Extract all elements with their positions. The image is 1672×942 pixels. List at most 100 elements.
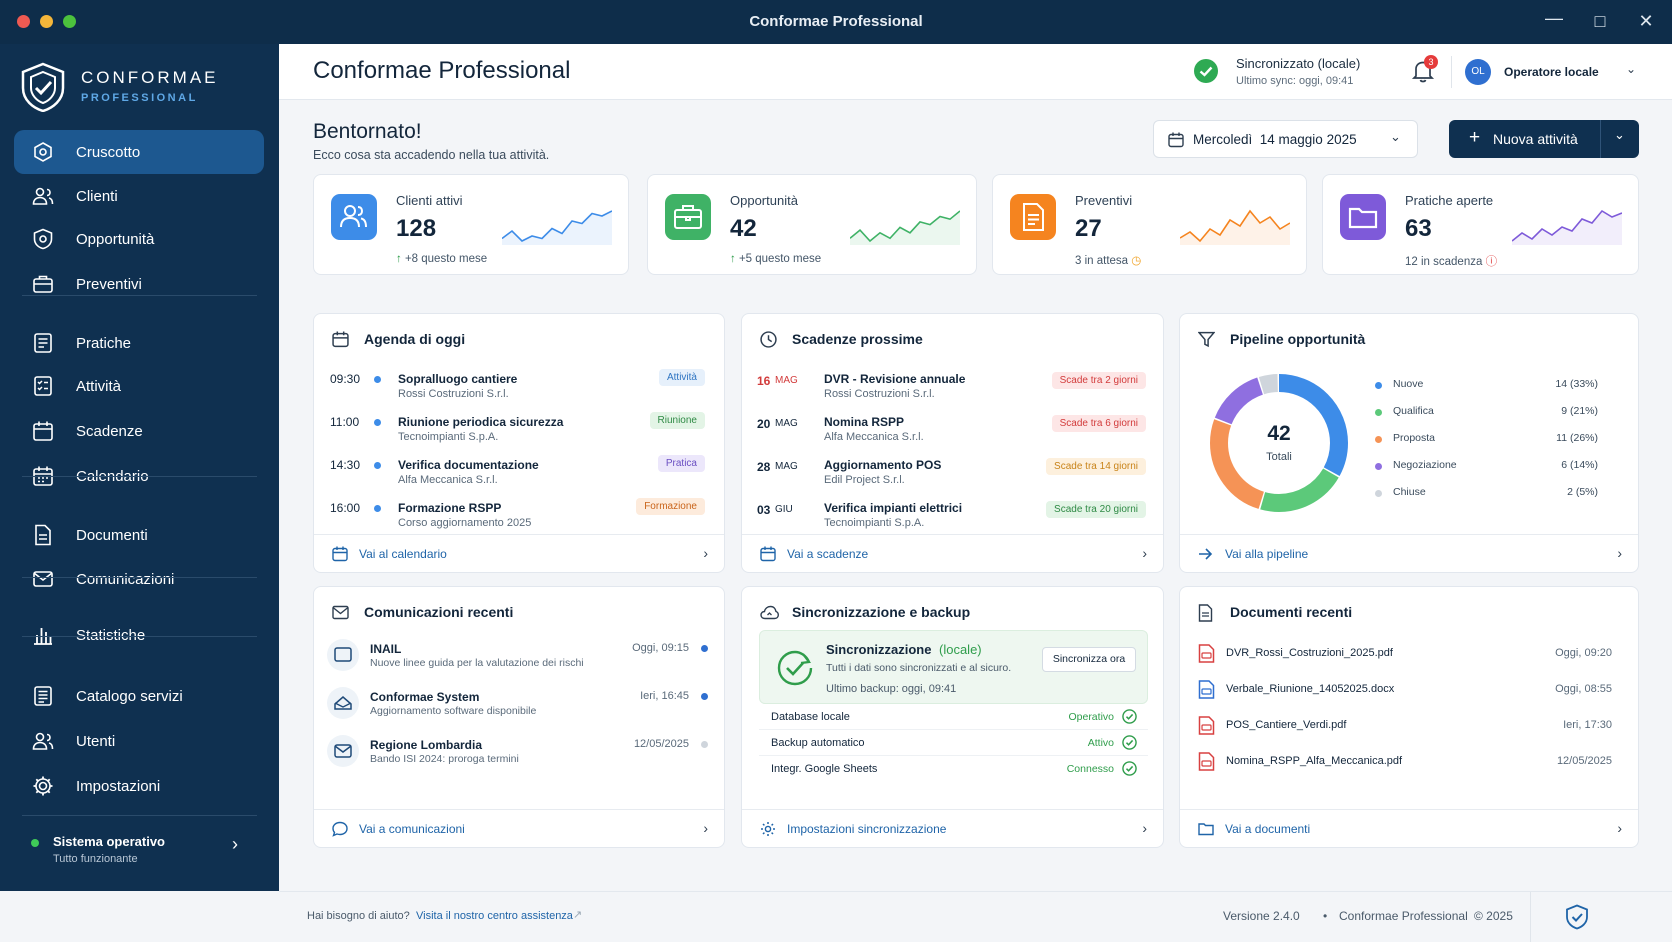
agenda-item[interactable]: 11:00 Riunione periodica sicurezza Tecno… — [314, 412, 724, 452]
sync-status-box: Sincronizzazione (locale) Tutti i dati s… — [759, 630, 1148, 704]
stat-card-3[interactable]: Pratiche aperte 63 12 in scadenza ⓘ — [1322, 174, 1639, 275]
notifications-button[interactable]: 3 — [1411, 55, 1438, 84]
agenda-link[interactable]: Vai al calendario — [359, 547, 447, 561]
communication-time: Ieri, 16:45 — [640, 690, 689, 702]
documents-link[interactable]: Vai a documenti — [1225, 822, 1311, 836]
stat-card-0[interactable]: Clienti attivi 128 ↑ +8 questo mese — [313, 174, 629, 275]
sidebar-item-utenti[interactable]: Utenti — [14, 719, 264, 763]
pipeline-link[interactable]: Vai alla pipeline — [1225, 547, 1309, 561]
sync-row-status: Operativo — [1068, 711, 1114, 723]
sidebar-item-attivit-[interactable]: Attività — [14, 364, 264, 408]
stat-card-1[interactable]: Opportunità 42 ↑ +5 questo mese — [647, 174, 977, 275]
users-icon — [340, 205, 367, 228]
sidebar-item-documenti[interactable]: Documenti — [14, 513, 264, 557]
deadlines-footer-link[interactable]: Vai a scadenze › — [742, 534, 1163, 572]
sync-footer-link[interactable]: Impostazioni sincronizzazione › — [742, 809, 1163, 847]
maximize-traffic-light[interactable] — [63, 15, 76, 28]
system-status[interactable]: Sistema operativo Tutto funzionante › — [14, 824, 264, 874]
sync-link[interactable]: Impostazioni sincronizzazione — [787, 822, 947, 836]
close-icon[interactable]: ✕ — [1638, 11, 1654, 31]
agenda-item[interactable]: 09:30 Sopralluogo cantiere Rossi Costruz… — [314, 369, 724, 409]
docx-file-icon — [1198, 680, 1215, 699]
stat-card-2[interactable]: Preventivi 27 3 in attesa ◷ — [992, 174, 1307, 275]
agenda-tag: Attività — [658, 369, 705, 386]
date-picker[interactable]: Mercoledì 14 maggio 2025 ⌄ — [1153, 120, 1418, 158]
document-icon — [1198, 604, 1213, 622]
sidebar-item-opportunit-[interactable]: Opportunità — [14, 217, 264, 261]
documents-title: Documenti recenti — [1230, 604, 1353, 620]
agenda-item[interactable]: 14:30 Verifica documentazione Alfa Mecca… — [314, 455, 724, 495]
chevron-right-icon[interactable]: › — [703, 820, 708, 836]
chevron-down-icon: ⌄ — [1390, 129, 1401, 144]
communication-sub: Nuove linee guida per la valutazione dei… — [370, 657, 584, 669]
window-titlebar: Conformae Professional — □ ✕ — [0, 0, 1672, 44]
deadlines-link[interactable]: Vai a scadenze — [787, 547, 869, 561]
stat-value: 63 — [1405, 215, 1432, 242]
bar-chart-icon — [34, 628, 52, 645]
sidebar-item-clienti[interactable]: Clienti — [14, 174, 264, 218]
minimize-icon[interactable]: — — [1545, 8, 1563, 28]
agenda-item[interactable]: 16:00 Formazione RSPP Corso aggiornament… — [314, 498, 724, 538]
new-activity-button[interactable]: + Nuova attività ⌄ — [1449, 120, 1639, 158]
deadline-item[interactable]: 28 MAG Aggiornamento POS Edil Project S.… — [742, 455, 1163, 495]
maximize-icon[interactable]: □ — [1594, 11, 1606, 31]
sync-row-label: Backup automatico — [771, 737, 865, 749]
chevron-right-icon[interactable]: › — [1617, 545, 1622, 561]
sidebar-item-statistiche[interactable]: Statistiche — [14, 613, 264, 657]
legend-item: Qualifica 9 (21%) — [1375, 405, 1615, 421]
dashboard-icon — [34, 142, 52, 162]
sync-box-sub: Tutti i dati sono sincronizzati e al sic… — [826, 662, 1012, 674]
sidebar-item-scadenze[interactable]: Scadenze — [14, 409, 264, 453]
sync-status-sub: Ultimo sync: oggi, 09:41 — [1236, 75, 1354, 87]
document-item[interactable]: DVR_Rossi_Costruzioni_2025.pdf Oggi, 09:… — [1180, 642, 1638, 672]
chevron-right-icon[interactable]: › — [1142, 820, 1147, 836]
timeline-dot — [374, 462, 381, 469]
communication-time: 12/05/2025 — [633, 738, 689, 750]
sidebar-item-cruscotto[interactable]: Cruscotto — [14, 130, 264, 174]
sidebar-item-pratiche[interactable]: Pratiche — [14, 321, 264, 365]
pipeline-footer-link[interactable]: Vai alla pipeline › — [1180, 534, 1638, 572]
sidebar-item-catalogo-servizi[interactable]: Catalogo servizi — [14, 674, 264, 718]
product-text: Conformae Professional — [1339, 909, 1468, 923]
document-item[interactable]: Verbale_Riunione_14052025.docx Oggi, 08:… — [1180, 678, 1638, 708]
stat-sub: 12 in scadenza ⓘ — [1405, 253, 1497, 269]
help-center-link[interactable]: Visita il nostro centro assistenza — [416, 910, 573, 922]
chevron-down-icon[interactable]: ⌄ — [1614, 127, 1625, 142]
minimize-traffic-light[interactable] — [40, 15, 53, 28]
sidebar-item-comunicazioni[interactable]: Comunicazioni — [14, 557, 264, 601]
gear-icon — [761, 822, 775, 836]
communication-item[interactable]: Conformae System Aggiornamento software … — [314, 685, 724, 729]
sidebar-item-impostazioni[interactable]: Impostazioni — [14, 764, 264, 808]
user-menu[interactable]: OL Operatore locale ⌄ — [1465, 56, 1655, 88]
communication-avatar — [327, 639, 359, 671]
document-item[interactable]: POS_Cantiere_Verdi.pdf Ieri, 17:30 — [1180, 714, 1638, 744]
documents-footer-link[interactable]: Vai a documenti › — [1180, 809, 1638, 847]
communication-item[interactable]: INAIL Nuove linee guida per la valutazio… — [314, 637, 724, 681]
document-icon — [1023, 203, 1044, 231]
shield-check-icon[interactable] — [1565, 904, 1589, 930]
sync-title: Sincronizzazione e backup — [792, 604, 971, 620]
sync-row-status: Connesso — [1066, 763, 1114, 775]
communications-link[interactable]: Vai a comunicazioni — [359, 822, 465, 836]
deadline-tag: Scade tra 20 giorni — [1046, 501, 1146, 518]
communications-footer-link[interactable]: Vai a comunicazioni › — [314, 809, 724, 847]
chevron-right-icon[interactable]: › — [703, 545, 708, 561]
stat-sub: ↑ +8 questo mese — [396, 253, 487, 265]
agenda-footer-link[interactable]: Vai al calendario › — [314, 534, 724, 572]
donut-slice-proposta — [1210, 374, 1348, 512]
legend-name: Proposta — [1393, 432, 1436, 444]
sync-box-backup: Ultimo backup: oggi, 09:41 — [826, 683, 957, 695]
calendar-icon — [760, 546, 776, 562]
deadline-item[interactable]: 16 MAG DVR - Revisione annuale Rossi Cos… — [742, 369, 1163, 409]
deadline-item[interactable]: 20 MAG Nomina RSPP Alfa Meccanica S.r.l.… — [742, 412, 1163, 452]
deadline-item[interactable]: 03 GIU Verifica impianti elettrici Tecno… — [742, 498, 1163, 538]
date-value: Mercoledì 14 maggio 2025 — [1193, 132, 1357, 147]
communication-item[interactable]: Regione Lombardia Bando ISI 2024: prorog… — [314, 733, 724, 777]
sidebar-item-label: Opportunità — [76, 231, 155, 248]
sidebar-item-preventivi[interactable]: Preventivi — [14, 262, 264, 306]
sync-now-button[interactable]: Sincronizza ora — [1042, 647, 1136, 672]
chevron-right-icon[interactable]: › — [1142, 545, 1147, 561]
chevron-right-icon[interactable]: › — [1617, 820, 1622, 836]
document-item[interactable]: Nomina_RSPP_Alfa_Meccanica.pdf 12/05/202… — [1180, 750, 1638, 780]
close-traffic-light[interactable] — [17, 15, 30, 28]
